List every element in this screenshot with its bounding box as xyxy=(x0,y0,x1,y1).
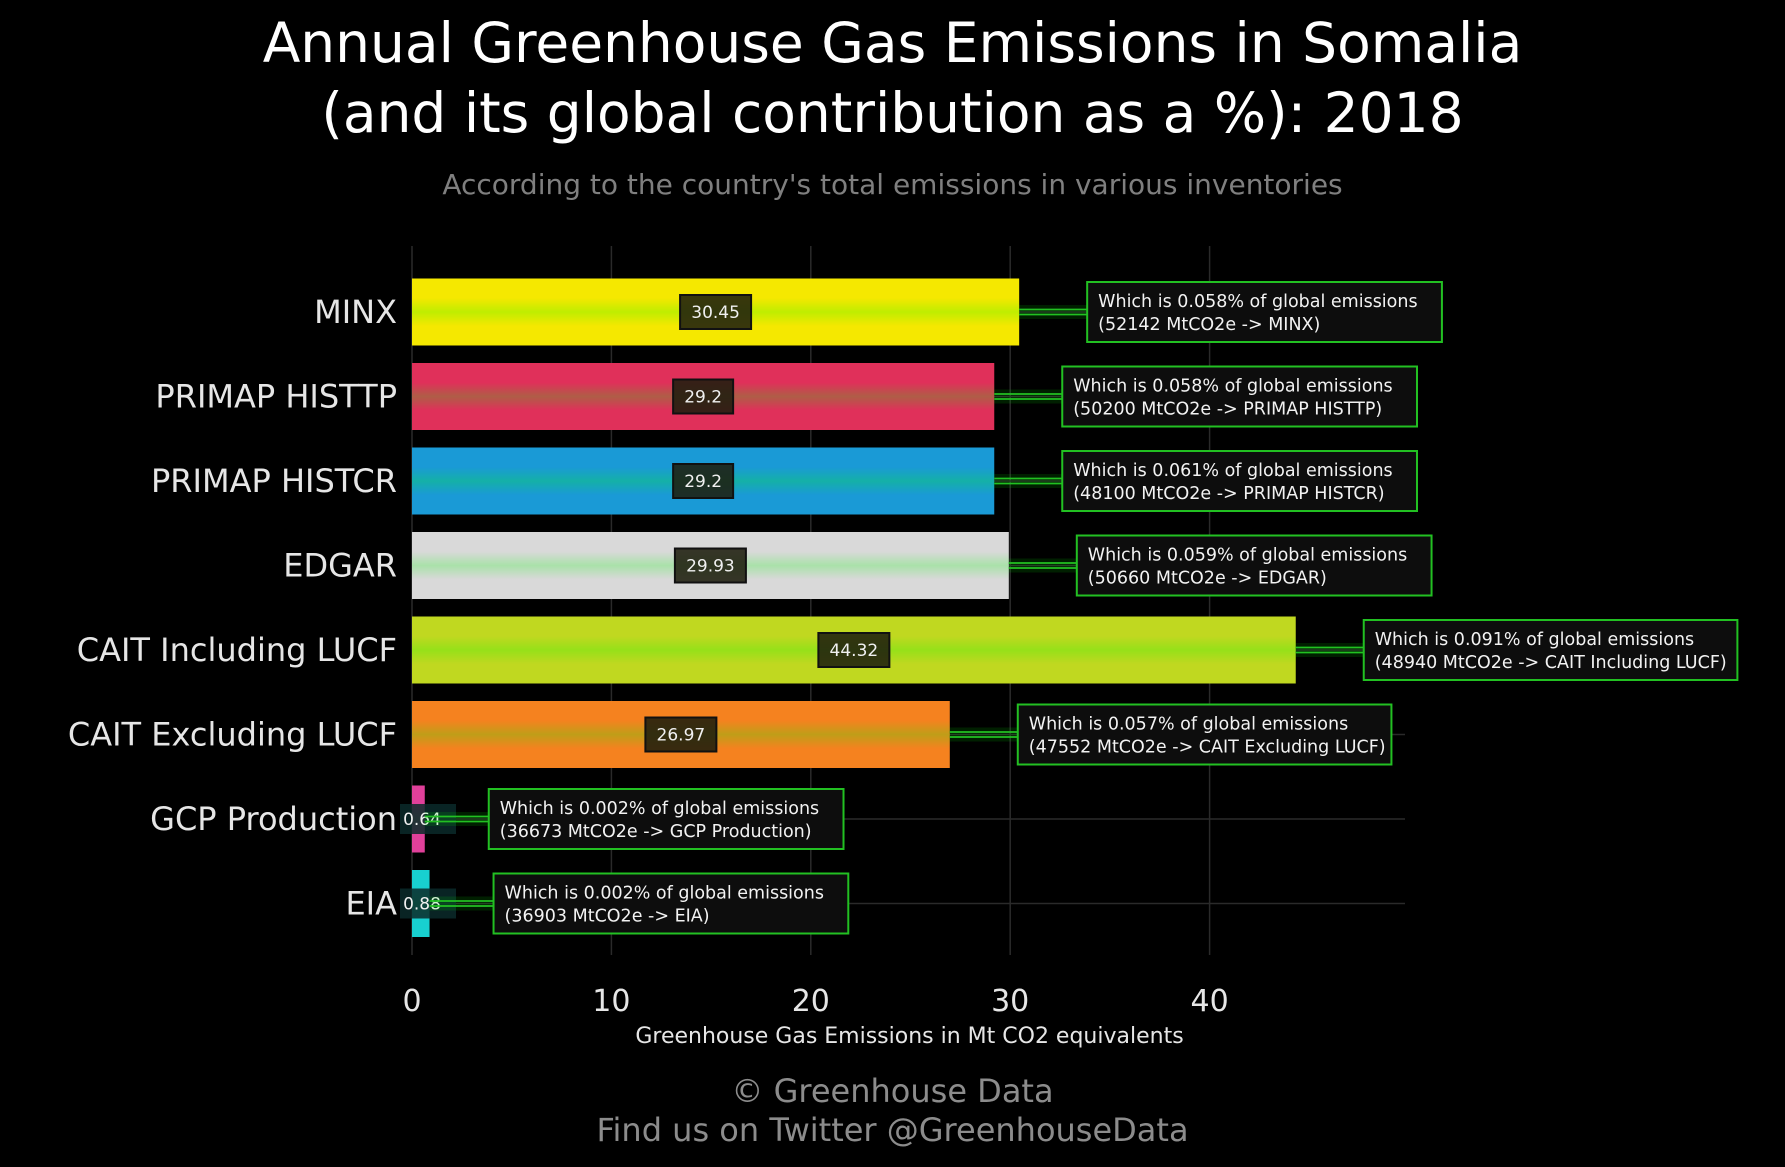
annotation-line2: (47552 MtCO2e -> CAIT Excluding LUCF) xyxy=(1029,738,1386,758)
value-label-box xyxy=(672,378,735,415)
connector-glow xyxy=(994,389,1063,404)
annotation-connectors xyxy=(424,305,1364,911)
chart-subtitle: According to the country's total emissio… xyxy=(442,168,1343,201)
annotation-line2: (52142 MtCO2e -> MINX) xyxy=(1098,315,1320,335)
annotation-box xyxy=(1016,703,1393,766)
value-label-box xyxy=(679,294,753,330)
chart-title: Annual Greenhouse Gas Emissions in Somal… xyxy=(0,8,1785,148)
category-label: PRIMAP HISTTP xyxy=(155,378,397,416)
annotation-line1: Which is 0.057% of global emissions xyxy=(1029,715,1348,735)
category-label: EDGAR xyxy=(283,547,397,585)
category-label: MINX xyxy=(314,293,397,331)
annotation-line2: (36903 MtCO2e -> EIA) xyxy=(505,907,710,927)
connector-glow xyxy=(429,896,494,911)
value-label: 29.2 xyxy=(684,472,722,492)
chart-title-line2: (and its global contribution as a %): 20… xyxy=(321,81,1464,145)
annotation-line2: (48100 MtCO2e -> PRIMAP HISTCR) xyxy=(1073,484,1384,504)
annotation-box xyxy=(1362,619,1739,681)
annotation-line1: Which is 0.091% of global emissions xyxy=(1375,630,1694,650)
annotation-box xyxy=(1086,281,1443,343)
annotation-line1: Which is 0.058% of global emissions xyxy=(1098,292,1417,312)
x-axis-label: Greenhouse Gas Emissions in Mt CO2 equiv… xyxy=(635,1024,1184,1049)
footer-twitter: Find us on Twitter @GreenhouseData xyxy=(596,1111,1189,1149)
value-label-box xyxy=(673,547,747,584)
category-label: PRIMAP HISTCR xyxy=(151,462,397,500)
x-tick-label: 40 xyxy=(1191,984,1229,1019)
footer: © Greenhouse Data Find us on Twitter @Gr… xyxy=(0,1072,1785,1150)
annotation-line1: Which is 0.002% of global emissions xyxy=(500,799,819,819)
bars: 30.45 29.2 29.2 29.93 44.32 26.97 0.64 0.88 xyxy=(400,278,1296,937)
value-label: 30.45 xyxy=(691,303,740,323)
x-tick-labels: 0 10 20 30 40 xyxy=(402,984,1228,1019)
category-label: CAIT Excluding LUCF xyxy=(68,716,397,754)
annotation-box xyxy=(1061,450,1418,512)
annotation-line2: (50200 MtCO2e -> PRIMAP HISTTP) xyxy=(1073,400,1382,420)
annotation-line1: Which is 0.059% of global emissions xyxy=(1088,546,1407,566)
value-label: 26.97 xyxy=(657,726,706,746)
category-label: CAIT Including LUCF xyxy=(77,631,397,669)
annotation-line2: (36673 MtCO2e -> GCP Production) xyxy=(500,822,812,842)
connector-glow xyxy=(1295,643,1364,657)
value-label: 29.93 xyxy=(686,557,735,577)
annotation-box xyxy=(1075,534,1433,597)
annotation-line1: Which is 0.002% of global emissions xyxy=(505,884,824,904)
value-label-box xyxy=(400,804,456,834)
annotations: Which is 0.058% of global emissions (5214… xyxy=(487,281,1739,935)
value-label-box xyxy=(672,463,735,499)
connector-glow xyxy=(994,474,1063,488)
connector-glow xyxy=(1008,558,1077,573)
value-label-box xyxy=(400,888,456,919)
x-tick-label: 10 xyxy=(592,984,630,1019)
annotation-line2: (50660 MtCO2e -> EDGAR) xyxy=(1088,569,1327,589)
x-tick-label: 20 xyxy=(792,984,830,1019)
value-label-box xyxy=(644,716,718,753)
category-label: EIA xyxy=(345,885,397,923)
connector-glow xyxy=(949,727,1018,742)
x-tick-label: 30 xyxy=(991,984,1029,1019)
annotation-line2: (48940 MtCO2e -> CAIT Including LUCF) xyxy=(1375,653,1727,673)
footer-copyright: © Greenhouse Data xyxy=(731,1072,1054,1110)
value-label: 44.32 xyxy=(830,641,879,661)
annotation-box xyxy=(1061,365,1418,428)
value-label-box xyxy=(817,632,891,668)
annotation-box xyxy=(492,872,850,935)
category-labels: MINX PRIMAP HISTTP PRIMAP HISTCR EDGAR CAIT … xyxy=(68,293,397,923)
annotation-line1: Which is 0.058% of global emissions xyxy=(1073,377,1392,397)
connector-glow xyxy=(1019,305,1088,319)
annotation-box xyxy=(487,788,845,850)
x-tick-label: 0 xyxy=(402,984,421,1019)
value-label: 0.64 xyxy=(403,810,441,830)
connector-glow xyxy=(424,812,489,826)
value-label: 29.2 xyxy=(684,388,722,408)
category-label: GCP Production xyxy=(150,800,397,838)
value-label: 0.88 xyxy=(403,895,441,915)
annotation-line1: Which is 0.061% of global emissions xyxy=(1073,461,1392,481)
chart-title-line1: Annual Greenhouse Gas Emissions in Somal… xyxy=(262,11,1523,75)
